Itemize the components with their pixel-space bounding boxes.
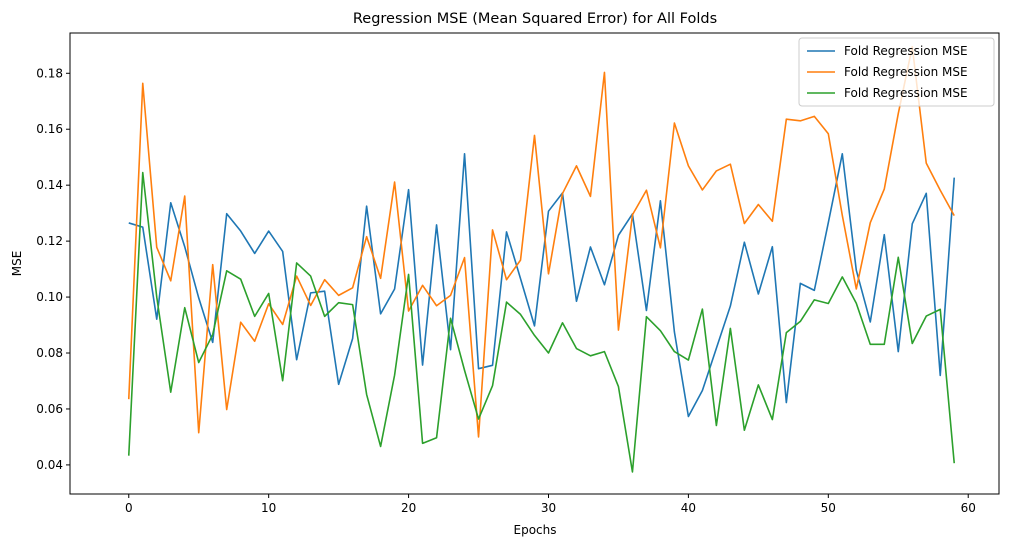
legend-label-1: Fold Regression MSE [844, 44, 968, 58]
y-axis-label: MSE [10, 251, 24, 277]
x-tick-label: 0 [125, 501, 133, 515]
series-line-3 [127, 171, 956, 473]
series-lines [127, 45, 956, 473]
x-axis-label: Epochs [514, 523, 557, 537]
x-tick-label: 20 [401, 501, 416, 515]
plot-area-frame [69, 32, 1000, 495]
y-tick-label: 0.08 [36, 346, 63, 360]
y-tick-label: 0.16 [36, 122, 63, 136]
series-line-1 [128, 153, 956, 418]
y-tick-label: 0.14 [36, 178, 63, 192]
legend: Fold Regression MSE Fold Regression MSE Fo… [798, 37, 995, 107]
y-tick-label: 0.06 [36, 402, 63, 416]
axis-ticks: 0 10 20 30 40 50 60 0.04 0.06 0.08 0.10 0.12 0.14 0.1… [36, 66, 976, 515]
y-tick-label: 0.10 [36, 290, 63, 304]
x-tick-label: 10 [261, 501, 276, 515]
series-line-2 [127, 45, 955, 438]
y-tick-label: 0.04 [36, 458, 63, 472]
x-tick-label: 40 [681, 501, 696, 515]
chart-title: Regression MSE (Mean Squared Error) for … [353, 11, 717, 27]
legend-label-2: Fold Regression MSE [844, 65, 968, 79]
x-tick-label: 50 [821, 501, 836, 515]
legend-box [798, 37, 995, 107]
y-tick-label: 0.12 [36, 234, 63, 248]
y-tick-label: 0.18 [36, 66, 63, 80]
legend-label-3: Fold Regression MSE [844, 86, 968, 100]
x-tick-label: 30 [541, 501, 556, 515]
x-tick-label: 60 [961, 501, 976, 515]
